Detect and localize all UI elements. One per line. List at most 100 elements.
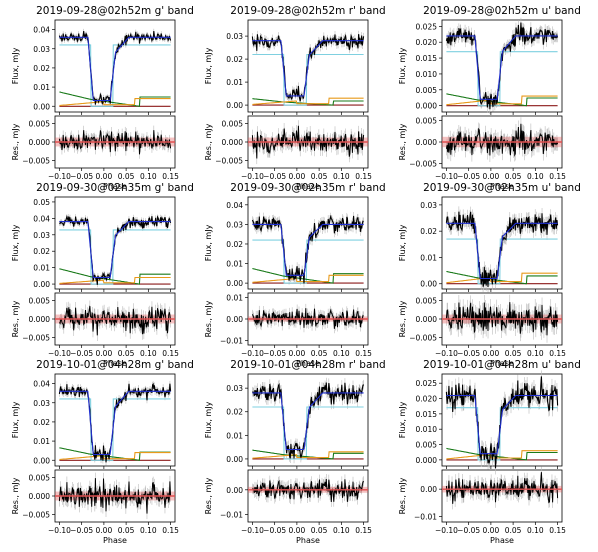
x-tick-label: 0.00 <box>289 172 306 181</box>
y-tick-label: 0.025 <box>416 22 438 31</box>
x-tick-label: −0.10 <box>241 349 264 358</box>
x-tick-label: −0.05 <box>263 172 286 181</box>
y-tick-label: 0.00 <box>226 455 243 464</box>
y-tick-label: 0.00 <box>33 102 50 111</box>
residual-y-axis-label: Res., mJy <box>398 300 407 337</box>
y-tick-label: 0.00 <box>226 101 243 110</box>
residual-y-tick-label: 0.000 <box>416 138 438 147</box>
y-tick-label: 0.010 <box>416 70 438 79</box>
y-tick-label: 0.02 <box>33 247 50 256</box>
residual-y-tick-label: −0.005 <box>409 160 437 169</box>
y-tick-label: 0.03 <box>33 231 50 240</box>
bright-spot-curve <box>252 451 364 459</box>
model-curve <box>59 36 171 102</box>
x-tick-label: 0.10 <box>333 172 350 181</box>
x-tick-label: −0.05 <box>263 526 286 535</box>
bright-spot-curve <box>446 272 558 284</box>
y-tick-label: 0.02 <box>226 408 243 417</box>
y-axis-label: Flux, mJy <box>204 401 213 438</box>
y-tick-label: 0.020 <box>416 395 438 404</box>
residual-y-tick-label: −0.01 <box>220 511 243 520</box>
residual-y-tick-label: 0.005 <box>416 116 438 125</box>
panel-title: 2019-09-28@02h52m r' band <box>230 5 385 17</box>
white-dwarf-curve <box>252 239 364 284</box>
x-tick-label: −0.10 <box>241 172 264 181</box>
y-tick-label: 0.000 <box>416 102 438 111</box>
residual-y-tick-label: −0.005 <box>22 511 50 520</box>
bright-spot-curve <box>59 98 171 107</box>
x-tick-label: −0.05 <box>70 526 93 535</box>
model-curve <box>446 35 558 100</box>
residual-y-axis-label: Res., mJy <box>398 477 407 514</box>
y-tick-label: 0.03 <box>33 45 50 54</box>
model-curve <box>252 223 364 276</box>
y-tick-label: 0.02 <box>226 240 243 249</box>
model-curve <box>446 222 558 280</box>
y-axis-label: Flux, mJy <box>204 47 213 84</box>
x-tick-label: 0.10 <box>527 349 544 358</box>
x-tick-label: −0.05 <box>70 172 93 181</box>
x-tick-label: 0.00 <box>483 349 500 358</box>
white-dwarf-curve <box>252 406 364 460</box>
x-axis-label: Phase <box>103 536 127 545</box>
x-tick-label: 0.05 <box>505 526 522 535</box>
residual-y-tick-label: 0.00 <box>226 315 243 324</box>
x-tick-label: 0.00 <box>483 526 500 535</box>
x-tick-label: 0.05 <box>311 349 328 358</box>
y-axis-label: Flux, mJy <box>11 401 20 438</box>
panel-5: 2019-09-30@02h35m r' band 0.00 0.01 0.02 0.0… <box>204 182 386 368</box>
panel-8: 2019-10-01@04h28m r' band 0.00 0.01 0.02 0.0… <box>204 359 386 545</box>
y-tick-label: 0.04 <box>33 380 50 389</box>
x-tick-label: 0.05 <box>311 526 328 535</box>
y-tick-label: 0.025 <box>416 379 438 388</box>
residual-y-tick-label: 0.005 <box>29 119 51 128</box>
x-tick-label: 0.10 <box>333 349 350 358</box>
x-tick-label: −0.10 <box>435 349 458 358</box>
bright-spot-curve <box>59 452 171 461</box>
panel-title: 2019-10-01@04h28m g' band <box>36 359 194 371</box>
residual-y-tick-label: −0.005 <box>22 157 50 166</box>
y-tick-label: 0.00 <box>226 279 243 288</box>
flux-data-line <box>445 376 559 469</box>
residual-y-tick-label: 0.000 <box>29 492 51 501</box>
y-axis-label: Flux, mJy <box>398 47 407 84</box>
residual-y-axis-label: Res., mJy <box>11 477 20 514</box>
panel-9: 2019-10-01@04h28m u' band 0.000 0.005 0.010… <box>398 359 581 545</box>
residual-y-tick-label: 0.005 <box>416 296 438 305</box>
y-axis-label: Flux, mJy <box>398 224 407 261</box>
panel-1: 2019-09-28@02h52m g' band 0.00 0.01 0.02 0.0… <box>11 5 194 191</box>
residual-y-tick-label: 0.00 <box>226 486 243 495</box>
bright-spot-curve <box>446 450 558 460</box>
residual-y-tick-label: 0.00 <box>420 485 437 494</box>
y-tick-label: 0.04 <box>33 214 50 223</box>
y-tick-label: 0.03 <box>420 201 437 210</box>
x-tick-label: 0.10 <box>140 172 157 181</box>
x-tick-label: 0.00 <box>289 526 306 535</box>
x-tick-label: 0.00 <box>96 349 113 358</box>
y-tick-label: 0.01 <box>226 260 243 269</box>
model-curve <box>252 392 364 451</box>
disc-curve <box>252 449 364 460</box>
x-tick-label: 0.15 <box>549 172 566 181</box>
panel-4: 2019-09-30@02h35m g' band 0.00 0.01 0.02 0.0… <box>11 182 194 368</box>
x-tick-label: 0.00 <box>289 349 306 358</box>
y-tick-label: 0.00 <box>33 456 50 465</box>
panel-title: 2019-09-28@02h52m u' band <box>423 5 581 17</box>
y-tick-label: 0.02 <box>33 418 50 427</box>
residual-y-tick-label: 0.000 <box>416 315 438 324</box>
x-tick-label: 0.15 <box>162 526 179 535</box>
y-tick-label: 0.005 <box>416 86 438 95</box>
y-axis-label: Flux, mJy <box>11 47 20 84</box>
y-tick-label: 0.01 <box>226 78 243 87</box>
y-tick-label: 0.01 <box>33 83 50 92</box>
x-tick-label: 0.15 <box>355 172 372 181</box>
residual-data-line <box>445 302 559 336</box>
panel-3: 2019-09-28@02h52m u' band 0.000 0.005 0.010… <box>398 5 581 191</box>
y-axis-label: Flux, mJy <box>398 401 407 438</box>
x-axis-label: Phase <box>296 536 320 545</box>
y-tick-label: 0.01 <box>33 437 50 446</box>
residual-data-line <box>58 130 172 155</box>
x-tick-label: 0.05 <box>505 172 522 181</box>
y-tick-label: 0.02 <box>33 64 50 73</box>
residual-data-line <box>251 125 365 159</box>
